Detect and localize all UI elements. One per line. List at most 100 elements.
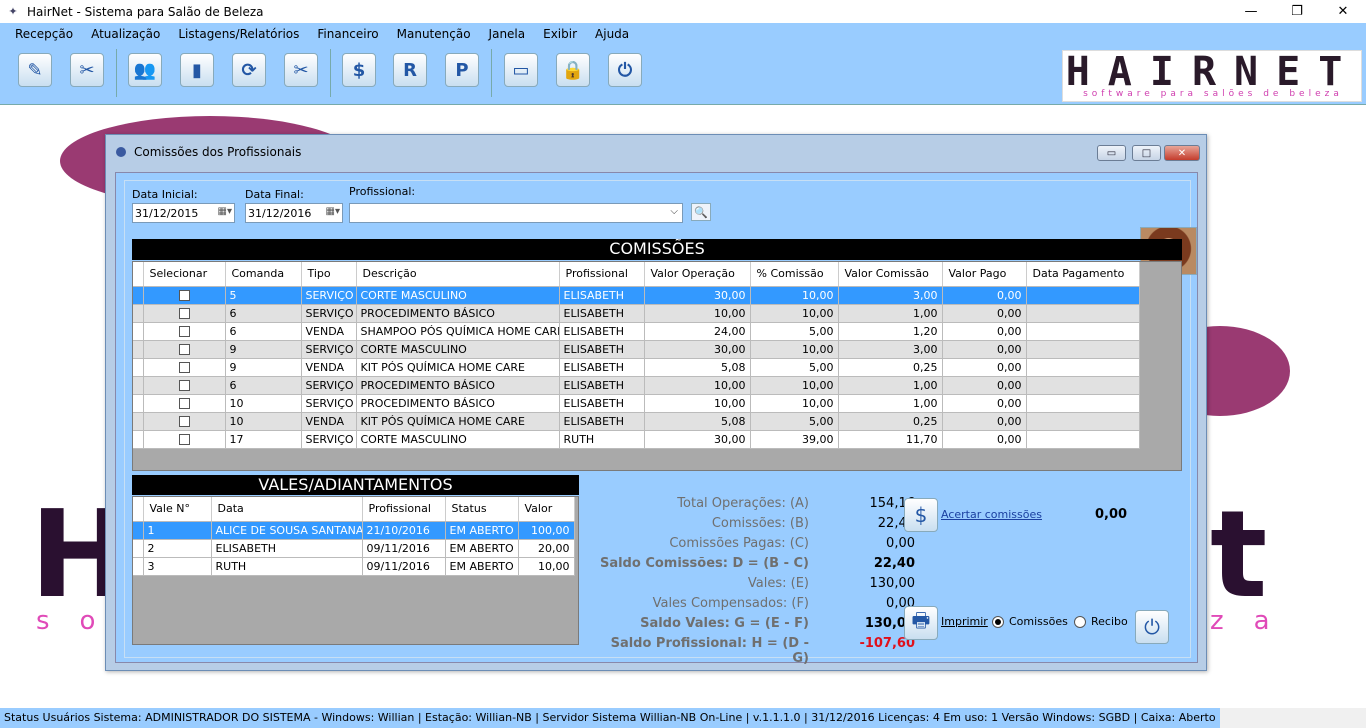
close-button[interactable]: ✕	[1337, 4, 1349, 19]
keyboard-icon[interactable]: ▭	[504, 53, 538, 87]
col-data-pagamento[interactable]: Data Pagamento	[1026, 262, 1140, 287]
menu-janela[interactable]: Janela	[488, 27, 526, 41]
table-row[interactable]: 6 SERVIÇO PROCEDIMENTO BÁSICO ELISABETH 10,0…	[133, 376, 1140, 395]
select-checkbox[interactable]	[178, 290, 190, 301]
profissional-combobox[interactable]: ⌵	[349, 203, 683, 223]
profissional-cell: ELISABETH	[559, 286, 645, 305]
col-profissional[interactable]: Profissional	[362, 497, 446, 522]
maximize-button[interactable]: ❐	[1291, 4, 1303, 19]
table-row[interactable]: 10 VENDA KIT PÓS QUÍMICA HOME CARE ELISABET…	[133, 412, 1140, 431]
imprimir-label[interactable]: Imprimir	[941, 615, 988, 628]
data-pagamento-cell	[1026, 358, 1140, 377]
col-valor-pago[interactable]: Valor Pago	[942, 262, 1027, 287]
data-final-value: 31/12/2016	[248, 207, 312, 220]
select-checkbox[interactable]	[178, 308, 190, 319]
col-descricao[interactable]: Descrição	[356, 262, 560, 287]
table-row[interactable]: 9 VENDA KIT PÓS QUÍMICA HOME CARE ELISABETH…	[133, 358, 1140, 377]
col-valor-comissao[interactable]: Valor Comissão	[838, 262, 943, 287]
table-row[interactable]: 3 RUTH 09/11/2016 EM ABERTO 10,00	[133, 557, 575, 576]
data-pagamento-cell	[1026, 412, 1140, 431]
row-header[interactable]	[133, 340, 144, 359]
row-header[interactable]	[133, 521, 144, 540]
menu-recepcao[interactable]: Recepção	[15, 27, 74, 41]
radio-comissoes[interactable]	[992, 616, 1004, 628]
col-percentual-comissao[interactable]: % Comissão	[750, 262, 839, 287]
child-maximize-button[interactable]: □	[1132, 145, 1161, 161]
scissors-icon[interactable]: ✂	[70, 53, 104, 87]
row-header[interactable]	[133, 376, 144, 395]
col-status[interactable]: Status	[445, 497, 519, 522]
acertar-comissoes-button[interactable]: $	[904, 498, 938, 532]
minimize-button[interactable]: —	[1244, 4, 1258, 19]
power-icon[interactable]: ⏻	[608, 53, 642, 87]
table-row[interactable]: 6 VENDA SHAMPOO PÓS QUÍMICA HOME CARE ELISA…	[133, 322, 1140, 341]
row-header[interactable]	[133, 557, 144, 576]
valor-operacao-cell: 30,00	[644, 340, 751, 359]
calendar-dropdown-icon[interactable]: ▦▾	[217, 206, 232, 217]
door-icon[interactable]: ▮	[180, 53, 214, 87]
data-inicial-field[interactable]: 31/12/2015 ▦▾	[132, 203, 235, 223]
row-header[interactable]	[133, 412, 144, 431]
comissoes-grid: Selecionar Comanda Tipo Descrição Profis…	[132, 261, 1182, 471]
row-header[interactable]	[133, 430, 144, 449]
child-minimize-button[interactable]: ▭	[1097, 145, 1126, 161]
lock-icon[interactable]: 🔒	[556, 53, 590, 87]
r-icon[interactable]: R	[393, 53, 427, 87]
select-cell	[143, 340, 226, 359]
menu-exibir[interactable]: Exibir	[543, 27, 578, 41]
col-vale-numero[interactable]: Vale N°	[143, 497, 212, 522]
col-data[interactable]: Data	[211, 497, 363, 522]
tools-icon[interactable]: ✂	[284, 53, 318, 87]
select-checkbox[interactable]	[178, 416, 190, 427]
calendar-dropdown-icon[interactable]: ▦▾	[325, 206, 340, 217]
row-header[interactable]	[133, 286, 144, 305]
radio-recibo-label[interactable]: Recibo	[1091, 615, 1128, 628]
table-row[interactable]: 5 SERVIÇO CORTE MASCULINO ELISABETH 30,00 10,…	[133, 286, 1140, 305]
window-title: HairNet - Sistema para Salão de Beleza	[27, 4, 264, 19]
dollar-icon[interactable]: $	[342, 53, 376, 87]
receipt-icon[interactable]: ✎	[18, 53, 52, 87]
table-row[interactable]: 6 SERVIÇO PROCEDIMENTO BÁSICO ELISABETH 10,0…	[133, 304, 1140, 323]
comanda-cell: 9	[225, 358, 302, 377]
people-icon[interactable]: 👥	[128, 53, 162, 87]
col-selecionar[interactable]: Selecionar	[143, 262, 226, 287]
table-row[interactable]: 2 ELISABETH 09/11/2016 EM ABERTO 20,00	[133, 539, 575, 558]
table-row[interactable]: 10 SERVIÇO PROCEDIMENTO BÁSICO ELISABETH 10,…	[133, 394, 1140, 413]
select-checkbox[interactable]	[178, 398, 190, 409]
p-icon[interactable]: P	[445, 53, 479, 87]
radio-comissoes-label[interactable]: Comissões	[1009, 615, 1068, 628]
select-checkbox[interactable]	[178, 434, 190, 445]
row-header[interactable]	[133, 539, 144, 558]
imprimir-button[interactable]: 🖶	[904, 606, 938, 640]
select-checkbox[interactable]	[178, 326, 190, 337]
select-checkbox[interactable]	[178, 380, 190, 391]
radio-recibo[interactable]	[1074, 616, 1086, 628]
search-button[interactable]: 🔍	[691, 203, 711, 221]
col-profissional[interactable]: Profissional	[559, 262, 645, 287]
col-tipo[interactable]: Tipo	[301, 262, 357, 287]
child-close-button[interactable]: ✕	[1164, 145, 1200, 161]
menu-ajuda[interactable]: Ajuda	[595, 27, 630, 41]
table-row[interactable]: 17 SERVIÇO CORTE MASCULINO RUTH 30,00 39,00 11…	[133, 430, 1140, 449]
select-checkbox[interactable]	[178, 362, 190, 373]
menu-financeiro[interactable]: Financeiro	[317, 27, 379, 41]
row-header[interactable]	[133, 394, 144, 413]
row-header[interactable]	[133, 358, 144, 377]
acertar-comissoes-link[interactable]: Acertar comissões	[941, 508, 1042, 521]
row-header[interactable]	[133, 322, 144, 341]
col-comanda[interactable]: Comanda	[225, 262, 302, 287]
table-row[interactable]: 1 ALICE DE SOUSA SANTANA 21/10/2016 EM ABER…	[133, 521, 575, 540]
data-final-field[interactable]: 31/12/2016 ▦▾	[245, 203, 343, 223]
col-valor[interactable]: Valor	[518, 497, 575, 522]
col-valor-operacao[interactable]: Valor Operação	[644, 262, 751, 287]
sair-button[interactable]: ⏻	[1135, 610, 1169, 644]
select-checkbox[interactable]	[178, 344, 190, 355]
valor-operacao-cell: 5,08	[644, 358, 751, 377]
row-header[interactable]	[133, 304, 144, 323]
chevron-down-icon[interactable]: ⌵	[670, 206, 678, 217]
menu-listagens[interactable]: Listagens/Relatórios	[178, 27, 300, 41]
menu-manutencao[interactable]: Manutenção	[396, 27, 471, 41]
refresh-icon[interactable]: ⟳	[232, 53, 266, 87]
table-row[interactable]: 9 SERVIÇO CORTE MASCULINO ELISABETH 30,00 10,…	[133, 340, 1140, 359]
menu-atualizacao[interactable]: Atualização	[91, 27, 161, 41]
